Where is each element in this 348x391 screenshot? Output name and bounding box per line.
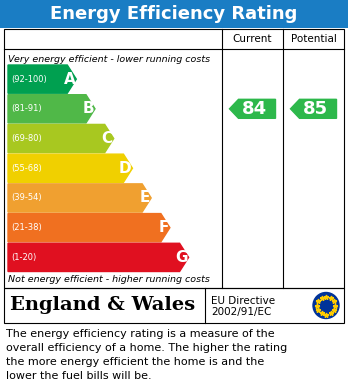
Text: Current: Current bbox=[233, 34, 272, 44]
Polygon shape bbox=[8, 124, 114, 152]
Text: Potential: Potential bbox=[291, 34, 337, 44]
Text: 84: 84 bbox=[242, 100, 267, 118]
Text: 2002/91/EC: 2002/91/EC bbox=[211, 307, 271, 316]
Text: overall efficiency of a home. The higher the rating: overall efficiency of a home. The higher… bbox=[6, 343, 287, 353]
Polygon shape bbox=[8, 154, 133, 182]
Text: (21-38): (21-38) bbox=[11, 223, 42, 232]
Text: (55-68): (55-68) bbox=[11, 164, 42, 173]
Text: The energy efficiency rating is a measure of the: The energy efficiency rating is a measur… bbox=[6, 329, 275, 339]
Text: F: F bbox=[158, 220, 169, 235]
Polygon shape bbox=[8, 243, 189, 271]
Circle shape bbox=[313, 292, 339, 319]
Text: Very energy efficient - lower running costs: Very energy efficient - lower running co… bbox=[8, 56, 210, 65]
Text: EU Directive: EU Directive bbox=[211, 296, 275, 305]
Text: 85: 85 bbox=[303, 100, 328, 118]
Text: A: A bbox=[64, 72, 75, 87]
Text: Not energy efficient - higher running costs: Not energy efficient - higher running co… bbox=[8, 274, 210, 283]
Text: (69-80): (69-80) bbox=[11, 134, 42, 143]
Text: Energy Efficiency Rating: Energy Efficiency Rating bbox=[50, 5, 298, 23]
Text: the more energy efficient the home is and the: the more energy efficient the home is an… bbox=[6, 357, 264, 367]
Polygon shape bbox=[8, 65, 76, 93]
Bar bbox=[4, 288, 344, 323]
Text: (92-100): (92-100) bbox=[11, 75, 47, 84]
Text: E: E bbox=[140, 190, 150, 205]
Text: (81-91): (81-91) bbox=[11, 104, 42, 113]
Polygon shape bbox=[8, 213, 170, 242]
Text: England & Wales: England & Wales bbox=[10, 296, 195, 314]
Bar bbox=[0, 0, 348, 28]
Text: B: B bbox=[82, 101, 94, 116]
Text: (1-20): (1-20) bbox=[11, 253, 36, 262]
Polygon shape bbox=[229, 99, 276, 118]
Polygon shape bbox=[8, 95, 95, 123]
Polygon shape bbox=[291, 99, 337, 118]
Polygon shape bbox=[8, 184, 151, 212]
Bar bbox=[4, 29, 344, 288]
Text: D: D bbox=[119, 161, 132, 176]
Text: (39-54): (39-54) bbox=[11, 194, 42, 203]
Text: G: G bbox=[175, 250, 188, 265]
Text: lower the fuel bills will be.: lower the fuel bills will be. bbox=[6, 371, 152, 381]
Text: C: C bbox=[102, 131, 113, 146]
